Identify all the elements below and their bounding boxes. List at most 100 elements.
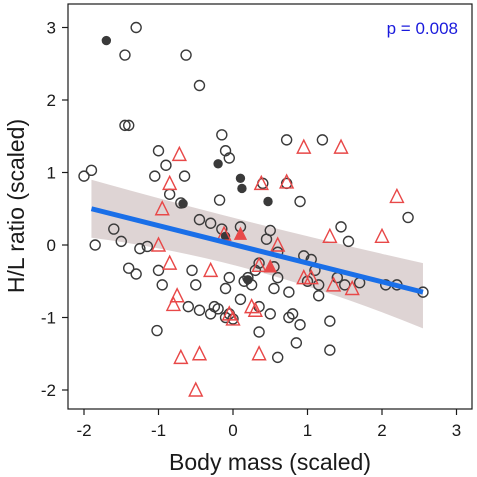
open-triangle-point bbox=[279, 173, 295, 189]
open-triangle-point bbox=[270, 236, 286, 252]
open-circle-point bbox=[342, 235, 355, 248]
open-triangle-point bbox=[203, 261, 219, 278]
open-circle-point bbox=[119, 49, 131, 61]
open-circle-point bbox=[272, 351, 284, 364]
open-circle-point bbox=[312, 279, 325, 291]
open-circle-point bbox=[130, 268, 142, 280]
open-circle-point bbox=[286, 308, 299, 320]
open-triangle-point bbox=[333, 138, 349, 154]
x-tick-label: 0 bbox=[228, 421, 237, 440]
open-circle-point bbox=[335, 221, 347, 233]
open-triangle-point bbox=[162, 254, 178, 270]
open-triangle-point bbox=[225, 310, 241, 326]
open-circle-point bbox=[312, 290, 325, 302]
y-tick-label: 2 bbox=[47, 91, 56, 110]
points-layer bbox=[78, 21, 429, 397]
open-circle-point bbox=[108, 223, 120, 235]
y-tick-label: 3 bbox=[47, 19, 56, 38]
open-triangle-point bbox=[322, 227, 338, 244]
x-tick-label: 1 bbox=[303, 421, 312, 440]
open-circle-point bbox=[283, 311, 295, 324]
open-circle-point bbox=[152, 264, 165, 277]
open-circle-point bbox=[134, 242, 146, 255]
open-circle-point bbox=[119, 119, 131, 132]
y-axis-ticks: -2 -1 0 1 2 3 bbox=[41, 19, 68, 400]
open-circle-point bbox=[213, 194, 226, 206]
x-axis-ticks: -2 -1 0 1 2 3 bbox=[76, 409, 461, 440]
open-circle-point bbox=[268, 282, 280, 295]
x-tick-label: -1 bbox=[151, 421, 166, 440]
open-circle-point bbox=[219, 282, 232, 295]
open-circle-point bbox=[130, 21, 142, 34]
open-circle-point bbox=[223, 271, 235, 284]
open-triangle-point bbox=[150, 236, 167, 252]
open-circle-point bbox=[186, 264, 198, 277]
open-triangle-point bbox=[251, 256, 267, 272]
open-circle-point bbox=[216, 129, 228, 141]
open-circle-point bbox=[294, 319, 306, 331]
filled-circle-point bbox=[263, 196, 273, 207]
open-circle-point bbox=[402, 211, 414, 224]
open-circle-point bbox=[204, 308, 217, 320]
open-triangle-point bbox=[191, 345, 208, 361]
open-circle-point bbox=[122, 262, 135, 274]
p-value-annotation: p = 0.008 bbox=[387, 19, 458, 38]
open-triangle-point bbox=[389, 187, 405, 204]
open-circle-point bbox=[272, 271, 284, 284]
open-circle-point bbox=[152, 145, 165, 157]
open-circle-point bbox=[182, 300, 195, 313]
open-circle-point bbox=[223, 152, 235, 164]
filled-circle-point bbox=[213, 159, 223, 169]
x-axis-title: Body mass (scaled) bbox=[169, 449, 371, 475]
open-triangle-point bbox=[154, 200, 170, 216]
open-triangle-point bbox=[303, 269, 319, 285]
open-circle-point bbox=[122, 119, 135, 132]
open-triangle-point bbox=[171, 145, 187, 162]
regression-line-layer bbox=[90, 206, 424, 295]
open-circle-point bbox=[316, 134, 329, 146]
open-circle-point bbox=[290, 337, 303, 349]
open-circle-point bbox=[193, 304, 206, 316]
open-circle-point bbox=[160, 159, 172, 171]
x-tick-label: -2 bbox=[76, 421, 91, 440]
open-circle-point bbox=[324, 315, 336, 327]
open-circle-point bbox=[204, 217, 217, 229]
open-triangle-point bbox=[162, 174, 178, 191]
open-circle-point bbox=[149, 170, 161, 182]
open-triangle-point bbox=[251, 345, 267, 361]
open-triangle-point bbox=[247, 301, 263, 317]
open-triangle-point bbox=[253, 174, 269, 191]
filled-circle-point bbox=[237, 183, 247, 194]
open-circle-point bbox=[151, 324, 163, 337]
x-tick-label: 3 bbox=[452, 421, 461, 440]
plot-frame bbox=[67, 3, 473, 410]
open-circle-point bbox=[180, 49, 192, 61]
filled-circle-point bbox=[243, 275, 253, 285]
open-triangle-point bbox=[188, 381, 204, 397]
filled-circle-point bbox=[235, 173, 246, 184]
open-circle-point bbox=[283, 286, 295, 298]
open-circle-point bbox=[193, 213, 206, 226]
y-tick-label: -1 bbox=[41, 309, 56, 328]
open-circle-point bbox=[178, 170, 191, 182]
open-triangle-point bbox=[169, 287, 185, 303]
open-triangle-point bbox=[344, 279, 360, 296]
open-triangle-point bbox=[296, 138, 312, 154]
open-triangle-point bbox=[325, 276, 342, 292]
filled-circle-point bbox=[178, 198, 188, 209]
open-circle-point bbox=[264, 308, 276, 320]
open-circle-point bbox=[260, 233, 273, 245]
open-circle-point bbox=[115, 235, 127, 248]
open-triangle-point bbox=[296, 269, 312, 285]
open-triangle-point bbox=[243, 298, 260, 314]
filled-triangle-point bbox=[233, 226, 248, 240]
open-circle-point bbox=[85, 164, 98, 177]
y-tick-label: 1 bbox=[47, 164, 56, 183]
open-circle-point bbox=[89, 239, 101, 251]
open-circle-point bbox=[156, 279, 168, 291]
open-circle-point bbox=[190, 279, 202, 291]
y-tick-label: -2 bbox=[41, 381, 56, 400]
open-circle-point bbox=[141, 240, 154, 253]
open-triangle-point bbox=[173, 348, 189, 365]
